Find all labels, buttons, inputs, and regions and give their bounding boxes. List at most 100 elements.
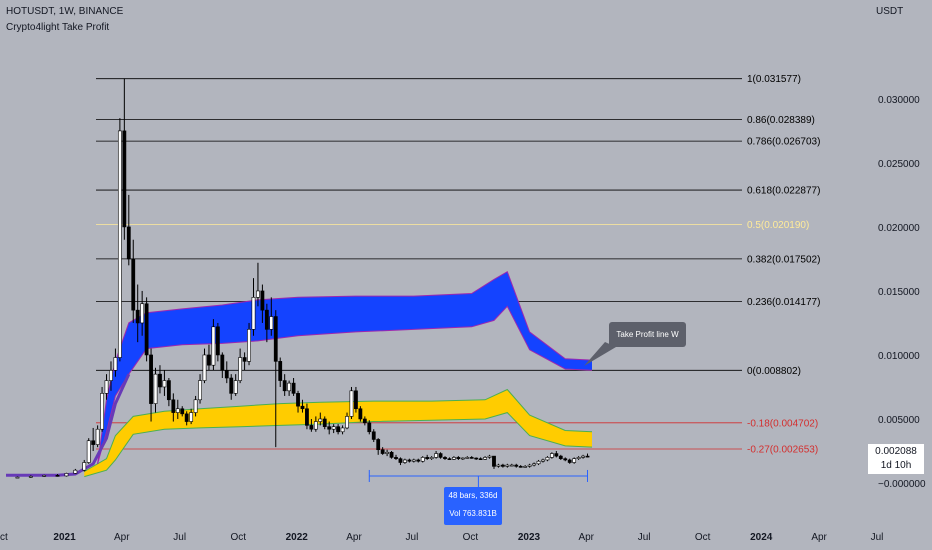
candle-body xyxy=(184,413,189,422)
fib-label: 1(0.031577) xyxy=(747,74,801,85)
candle-body xyxy=(256,290,260,298)
fib-label: 0.236(0.014177) xyxy=(747,297,820,308)
candle-body xyxy=(171,399,176,413)
candle-body xyxy=(456,457,461,459)
candle-body xyxy=(411,459,416,462)
measure-volume: Vol 763.831B xyxy=(449,509,497,518)
last-price-box: 0.002088 1d 10h xyxy=(868,444,924,474)
candle-body xyxy=(549,453,554,458)
candle-body xyxy=(211,326,216,366)
candle-body xyxy=(527,464,532,467)
candle-body xyxy=(220,354,225,371)
candle-body xyxy=(474,457,479,460)
price-axis: 0.030000 0.025000 0.020000 0.015000 0.010000… xyxy=(878,95,926,490)
candle-body xyxy=(278,361,283,381)
candle-body xyxy=(296,393,300,407)
candle-body xyxy=(447,458,452,460)
candle-body xyxy=(207,354,211,366)
candle-body xyxy=(198,380,202,401)
candle-body xyxy=(193,399,198,413)
callout-text: Take Profit line W xyxy=(616,330,679,339)
upper-band-top-edge xyxy=(97,270,593,464)
candle-body xyxy=(91,440,96,445)
upper-band-fill xyxy=(97,271,592,464)
candle-body xyxy=(523,466,528,468)
candle-body xyxy=(180,408,185,415)
candle-body xyxy=(496,464,501,467)
candle-body xyxy=(318,418,323,422)
candle-body xyxy=(15,476,20,479)
x-tick-label: 2022 xyxy=(286,532,309,543)
candle-body xyxy=(398,458,403,463)
y-tick-label: 0.005000 xyxy=(878,415,920,426)
candle-body xyxy=(300,405,305,410)
candle-body xyxy=(126,226,131,260)
candle-body xyxy=(541,459,545,462)
candle-body xyxy=(452,457,456,460)
candle-body xyxy=(109,370,113,381)
candle-body xyxy=(158,373,162,388)
candle-body xyxy=(340,427,345,433)
fib-label: -0.27(0.002653) xyxy=(747,445,818,456)
candle-body xyxy=(420,457,425,462)
candle-body xyxy=(465,457,470,459)
candle-body xyxy=(581,455,585,458)
candle-body xyxy=(55,475,60,477)
x-tick-label: Oct xyxy=(463,532,479,543)
candle-body xyxy=(576,457,581,459)
candle-body xyxy=(233,380,238,394)
y-tick-label: 0.030000 xyxy=(878,95,920,106)
candle-body xyxy=(545,457,550,461)
candle-body xyxy=(162,380,167,388)
last-price: 0.002088 xyxy=(875,446,917,457)
candle-body xyxy=(336,426,341,433)
candle-body xyxy=(28,476,33,478)
candle-body xyxy=(131,258,136,311)
fib-label: 0.618(0.022877) xyxy=(747,186,820,197)
candle-body xyxy=(492,455,496,467)
x-tick-label: 2023 xyxy=(518,532,541,543)
candle-body xyxy=(345,416,349,429)
lower-band-bottom-edge xyxy=(84,412,593,478)
candle-body xyxy=(202,354,207,381)
candle-body xyxy=(82,462,87,471)
candle-body xyxy=(469,457,474,459)
candle-body xyxy=(500,464,505,467)
candle-body xyxy=(403,459,407,463)
measure-tool xyxy=(368,342,616,490)
candle-body xyxy=(478,458,483,460)
candle-body xyxy=(269,316,274,330)
candle-body xyxy=(95,428,100,445)
candle-body xyxy=(238,357,243,381)
fib-label: 0.86(0.028389) xyxy=(747,115,815,126)
x-tick-label: Oct xyxy=(695,532,711,543)
x-tick-label: Jul xyxy=(638,532,651,543)
candle-body xyxy=(322,418,327,427)
candle-body xyxy=(563,458,568,461)
candle-body xyxy=(64,473,69,477)
x-tick-label: Apr xyxy=(346,532,362,543)
candle-body xyxy=(536,460,541,465)
y-tick-label: 0.025000 xyxy=(878,159,920,170)
fib-label: 0.786(0.026703) xyxy=(747,137,820,148)
candle-body xyxy=(175,408,180,413)
candle-body xyxy=(487,455,492,458)
candle-body xyxy=(331,426,336,430)
candle-body xyxy=(100,393,104,430)
candle-body xyxy=(242,357,247,362)
candle-body xyxy=(309,425,314,430)
candle-body xyxy=(438,453,443,458)
candle-body xyxy=(349,390,354,417)
candle-body xyxy=(327,426,332,430)
symbol-title: HOTUSDT, 1W, BINANCE xyxy=(6,6,124,17)
candle-body xyxy=(385,451,390,454)
x-tick-label: Apr xyxy=(114,532,130,543)
candle-body xyxy=(514,464,519,467)
candle-body xyxy=(189,412,194,422)
candle-body xyxy=(224,370,229,379)
candle-body xyxy=(358,408,363,420)
y-tick-label: 0.010000 xyxy=(878,351,920,362)
candle-body xyxy=(229,377,234,394)
